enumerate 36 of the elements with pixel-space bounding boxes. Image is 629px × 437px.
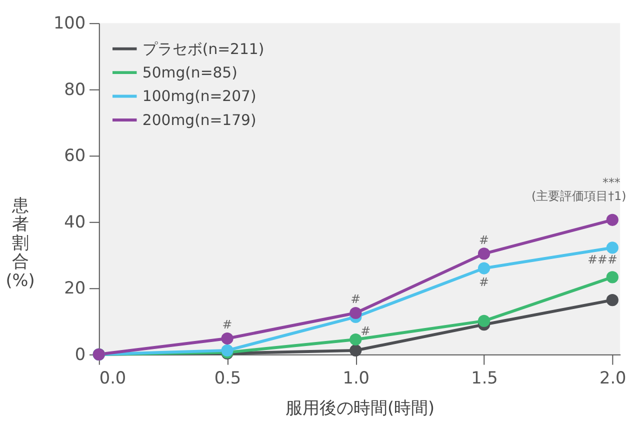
legend-label: プラセボ(n=211) <box>142 40 264 58</box>
y-axis-title: 患者割合(%) <box>6 194 35 290</box>
legend-label: 50mg(n=85) <box>142 64 238 82</box>
x-tick-label: 0.0 <box>99 368 126 388</box>
annotation: # <box>479 275 490 290</box>
point <box>350 306 362 320</box>
x-tick-label: 1.5 <box>471 368 498 388</box>
annotation: # <box>222 318 232 332</box>
legend-label: 200mg(n=179) <box>142 112 256 129</box>
point <box>350 333 362 346</box>
x-tick-label: 2.0 <box>600 368 626 388</box>
point <box>478 262 490 274</box>
annotation: *** <box>602 175 620 190</box>
point <box>478 248 490 260</box>
annotation: # <box>360 324 371 338</box>
point <box>606 271 618 284</box>
y-tick-label: 20 <box>64 278 86 298</box>
annotation: ### <box>588 252 618 266</box>
y-tick-label: 0 <box>74 344 86 364</box>
y-tick-label: 60 <box>64 145 86 166</box>
point <box>606 294 618 306</box>
annotation: # <box>479 232 490 247</box>
x-tick-label: 0.5 <box>214 368 242 388</box>
y-tick-label: 100 <box>53 12 86 33</box>
annotation: (主要評価項目†1) <box>532 189 626 204</box>
point <box>350 344 362 356</box>
point <box>606 214 618 226</box>
x-tick-label: 1.0 <box>342 368 370 388</box>
y-tick-label: 80 <box>64 78 86 99</box>
point <box>478 314 490 327</box>
x-axis-title: 服用後の時間(時間) <box>285 397 435 418</box>
y-tick-label: 40 <box>64 211 86 232</box>
legend-label: 100mg(n=207) <box>142 88 256 106</box>
annotation: # <box>350 292 361 306</box>
point <box>221 332 234 345</box>
point <box>606 242 618 254</box>
